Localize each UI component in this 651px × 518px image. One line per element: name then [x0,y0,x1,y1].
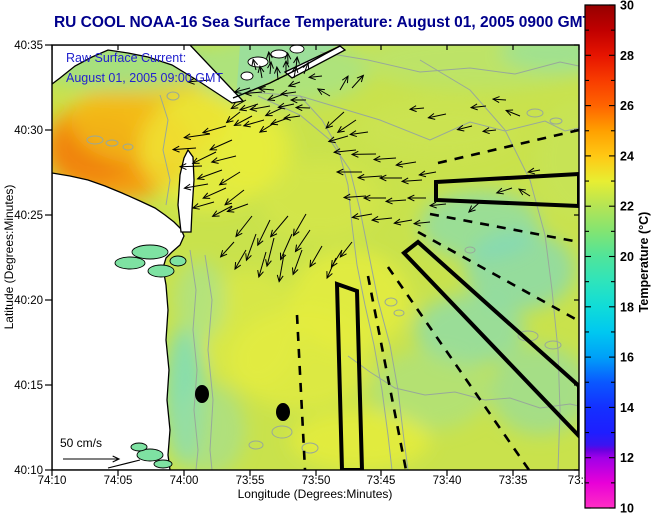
colorbar-label: Temperature (°C) [637,212,651,313]
x-axis-label: Longitude (Degrees:Minutes) [238,487,393,501]
transect-boxes [334,171,579,470]
colorbar-ticks: 10 12 14 16 18 20 22 24 26 28 30 [585,0,634,516]
x-tick-label: 74:10 [38,475,67,487]
x-tick-label: 73:40 [433,475,462,487]
y-tick-label: 40:10 [14,465,43,477]
colorbar-tick-label: 10 [620,502,634,516]
colorbar-tick-label: 30 [620,0,634,13]
y-tick-label: 40:35 [14,40,43,52]
x-tick-label: 73:35 [499,475,528,487]
annotation-current-timestamp: August 01, 2005 09:00 GMT [66,71,223,85]
y-tick-label: 40:15 [14,380,43,392]
colorbar-tick-label: 14 [620,401,634,415]
map-layers: 50 cm/s [52,45,579,470]
annotation-raw-surface-current: Raw Surface Current: [66,51,186,65]
dashed-transect-lines [295,128,579,470]
current-vectors [171,50,541,283]
colorbar-tick-label: 16 [620,351,634,365]
colorbar-tick-label: 24 [620,149,634,163]
colorbar-tick-label: 22 [620,200,634,214]
land-masses [52,45,347,470]
y-tick-label: 40:20 [14,295,43,307]
x-tick-label: 73:45 [367,475,396,487]
station-dots [195,385,290,421]
scale-arrow-label: 50 cm/s [60,436,102,450]
y-axis-label: Latitude (Degrees:Minutes) [2,185,16,330]
x-tick-label: 74:05 [104,475,133,487]
colorbar-tick-label: 12 [620,451,634,465]
colorbar-tick-label: 18 [620,300,634,314]
colorbar-tick-label: 26 [620,99,634,113]
y-tick-label: 40:30 [14,125,43,137]
figure-title: RU COOL NOAA-16 Sea Surface Temperature:… [54,14,593,31]
scale-arrow: 50 cm/s [60,436,121,463]
colorbar-tick-label: 28 [620,49,634,63]
x-tick-label: 73:50 [302,475,331,487]
colorbar: 10 12 14 16 18 20 22 24 26 28 30 Temperature (°C) [584,0,651,516]
colorbar-tick-label: 20 [620,250,634,264]
x-tick-label: 74:00 [170,475,199,487]
axis-ticks: 74:10 74:05 74:00 73:55 73:50 73:45 73:40 73:35… [14,40,590,487]
x-tick-label: 73:55 [236,475,265,487]
y-tick-label: 40:25 [14,210,43,222]
